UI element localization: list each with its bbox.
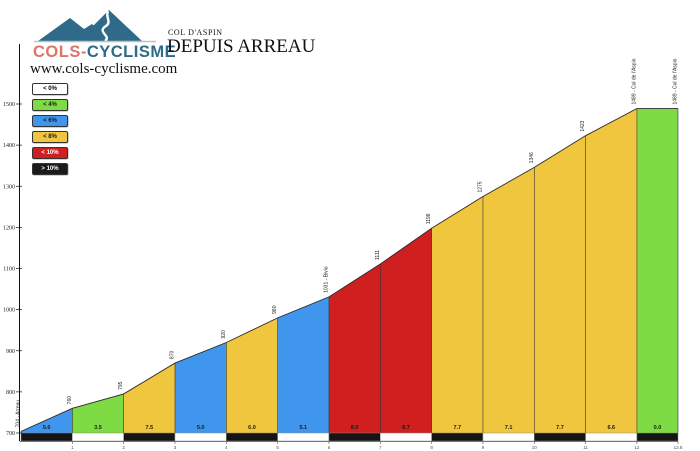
profile-segment	[174, 342, 227, 433]
x-tick-label: 8	[430, 445, 433, 450]
elevation-label: 1275	[477, 181, 483, 192]
elevation-label: 870	[169, 351, 175, 360]
profile-segment	[585, 108, 637, 434]
y-tick-label: 900	[6, 349, 15, 355]
segment-gradient-label: 5.6	[43, 425, 51, 431]
x-tick-label: 5	[276, 445, 279, 450]
elevation-label: 920	[221, 330, 227, 339]
page-title: DEPUIS ARREAU	[167, 36, 316, 57]
profile-segment	[328, 263, 381, 433]
x-tick-label: 2	[122, 445, 125, 450]
x-tick-label: 11	[583, 445, 588, 450]
segment-gradient-label: 7.5	[145, 425, 153, 431]
profile-segment	[482, 167, 535, 433]
profile-segment	[636, 108, 678, 434]
km-bar-block	[277, 432, 330, 442]
segment-gradient-label: 5.1	[299, 425, 307, 431]
km-bar-block	[174, 432, 227, 442]
elevation-label: 795	[118, 381, 124, 390]
x-tick-label: 6	[328, 445, 331, 450]
segment-gradient-label: 7.7	[556, 425, 564, 431]
y-tick-label: 1400	[3, 143, 15, 149]
elevation-label: 1489 - Col de l'Aspin	[673, 58, 679, 104]
y-tick-label: 700	[6, 431, 15, 437]
x-tick-label: 1	[71, 445, 74, 450]
x-tick-label: 12	[634, 445, 640, 450]
logo-wordmark: COLS-CYCLISME	[33, 43, 176, 62]
legend-item-4: < 10%	[32, 147, 68, 159]
gradient-legend: < 0% < 4% < 6% < 8% < 10% > 10%	[32, 83, 68, 179]
segment-gradient-label: 6.6	[607, 425, 615, 431]
km-bar-block	[534, 432, 586, 442]
segment-gradient-label: 8.7	[402, 425, 410, 431]
profile-outline	[20, 108, 678, 432]
km-bar-block	[431, 432, 484, 442]
logo-text-cyclisme: CYCLISME	[86, 43, 177, 61]
segment-gradient-label: 8.0	[351, 425, 359, 431]
profile-segment	[226, 317, 278, 433]
logo-mountains-icon	[34, 10, 156, 43]
website-url[interactable]: www.cols-cyclisme.com	[30, 61, 178, 77]
y-tick-label: 1300	[3, 184, 15, 190]
profile-segment	[123, 363, 175, 433]
segment-gradient-label: 6.0	[248, 425, 256, 431]
x-tick-label: 7	[379, 445, 382, 450]
y-tick-label: 1000	[3, 308, 15, 314]
km-bar-block	[482, 432, 535, 442]
y-tick-label: 1500	[3, 102, 15, 108]
km-bar-block	[585, 432, 638, 442]
km-bar-block	[20, 432, 73, 442]
profile-segment	[277, 296, 329, 433]
x-tick-label: 4	[225, 445, 228, 450]
logo-road	[101, 10, 110, 42]
elevation-label: 1198	[426, 213, 432, 224]
segment-gradient-label: 7.1	[505, 425, 513, 431]
segment-gradient-label: 7.7	[453, 425, 461, 431]
legend-item-0: < 0%	[32, 83, 68, 95]
elevation-label: 760	[67, 396, 73, 405]
segment-gradient-label: 0.0	[654, 425, 662, 431]
y-tick-label: 1200	[3, 225, 15, 231]
x-tick-label: 3	[174, 445, 177, 450]
profile-segment	[534, 135, 586, 433]
legend-item-3: < 8%	[32, 131, 68, 143]
segment-gradient-label: 5.0	[197, 425, 205, 431]
logo-text-cols: COLS-	[33, 43, 87, 61]
logo-mountain-left	[38, 18, 112, 41]
profile-segment	[72, 393, 124, 433]
km-bar-block	[72, 432, 124, 442]
segment-gradient-label: 3.5	[94, 425, 102, 431]
legend-item-2: < 6%	[32, 115, 68, 127]
x-tick-label: 12.8	[674, 445, 683, 450]
elevation-label: 980	[272, 305, 278, 314]
elevation-label: 1111	[375, 250, 381, 260]
x-tick-label: 9	[482, 445, 485, 450]
elevation-label: 1489 - Col de l'Aspin	[631, 58, 637, 104]
km-bar-block	[226, 432, 278, 442]
y-tick-label: 1100	[3, 267, 15, 273]
km-bar-block	[636, 432, 679, 442]
km-bar-block	[380, 432, 432, 442]
climb-name: COL D'ASPIN	[168, 28, 223, 37]
x-tick-label: 10	[532, 445, 538, 450]
km-bar-block	[328, 432, 381, 442]
y-tick-label: 800	[6, 390, 15, 396]
profile-segment	[380, 228, 432, 433]
km-bar-block	[123, 432, 176, 442]
legend-item-5: > 10%	[32, 163, 68, 175]
profile-segment	[431, 196, 483, 433]
elevation-label: 1346	[529, 152, 535, 163]
elevation-label: 1031 - Bivio	[323, 266, 329, 293]
elevation-label: 1423	[580, 120, 586, 131]
legend-item-1: < 4%	[32, 99, 68, 111]
elevation-label: 704 - Arreau	[16, 400, 22, 428]
